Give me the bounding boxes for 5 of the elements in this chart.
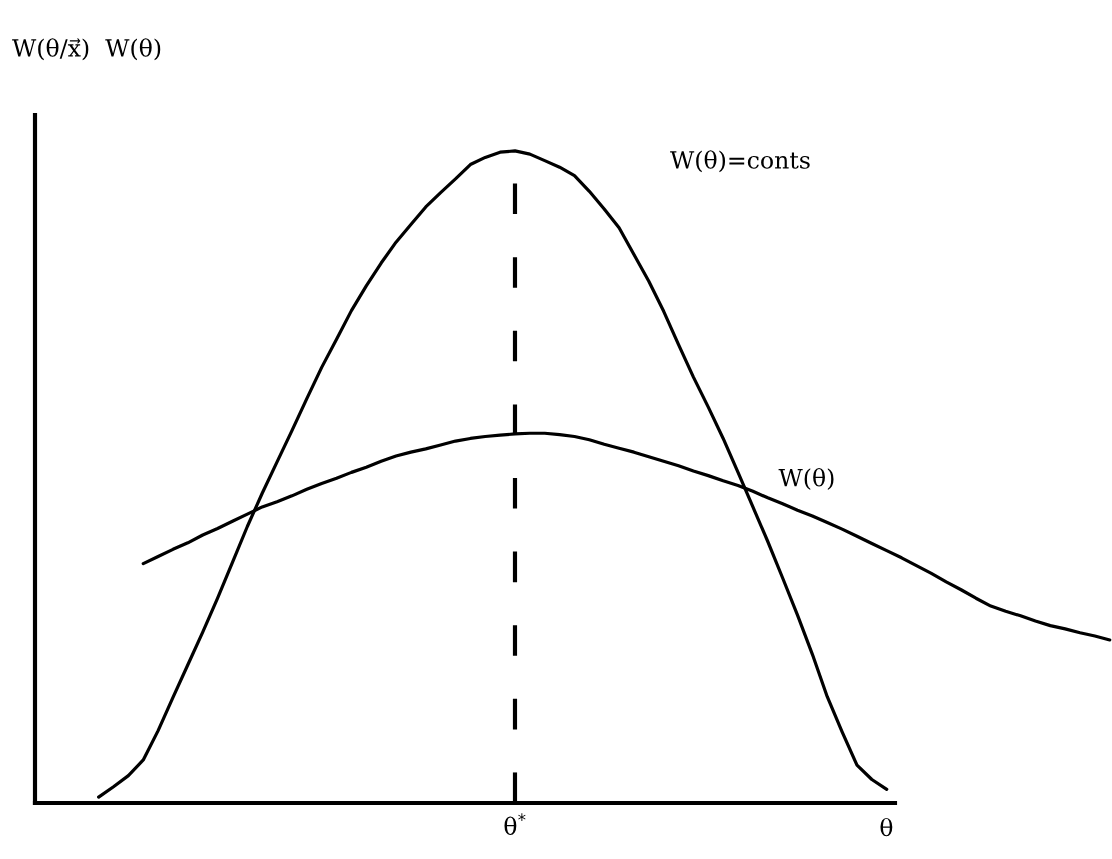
annotation: W(θ)=conts: [670, 150, 810, 173]
y-axis-title: W(θ/x⃗) W(θ): [12, 38, 161, 61]
text: θ$^{*}$: [504, 813, 526, 835]
series-label: W(θ): [778, 468, 834, 490]
x-axis-title: θ: [880, 817, 893, 837]
